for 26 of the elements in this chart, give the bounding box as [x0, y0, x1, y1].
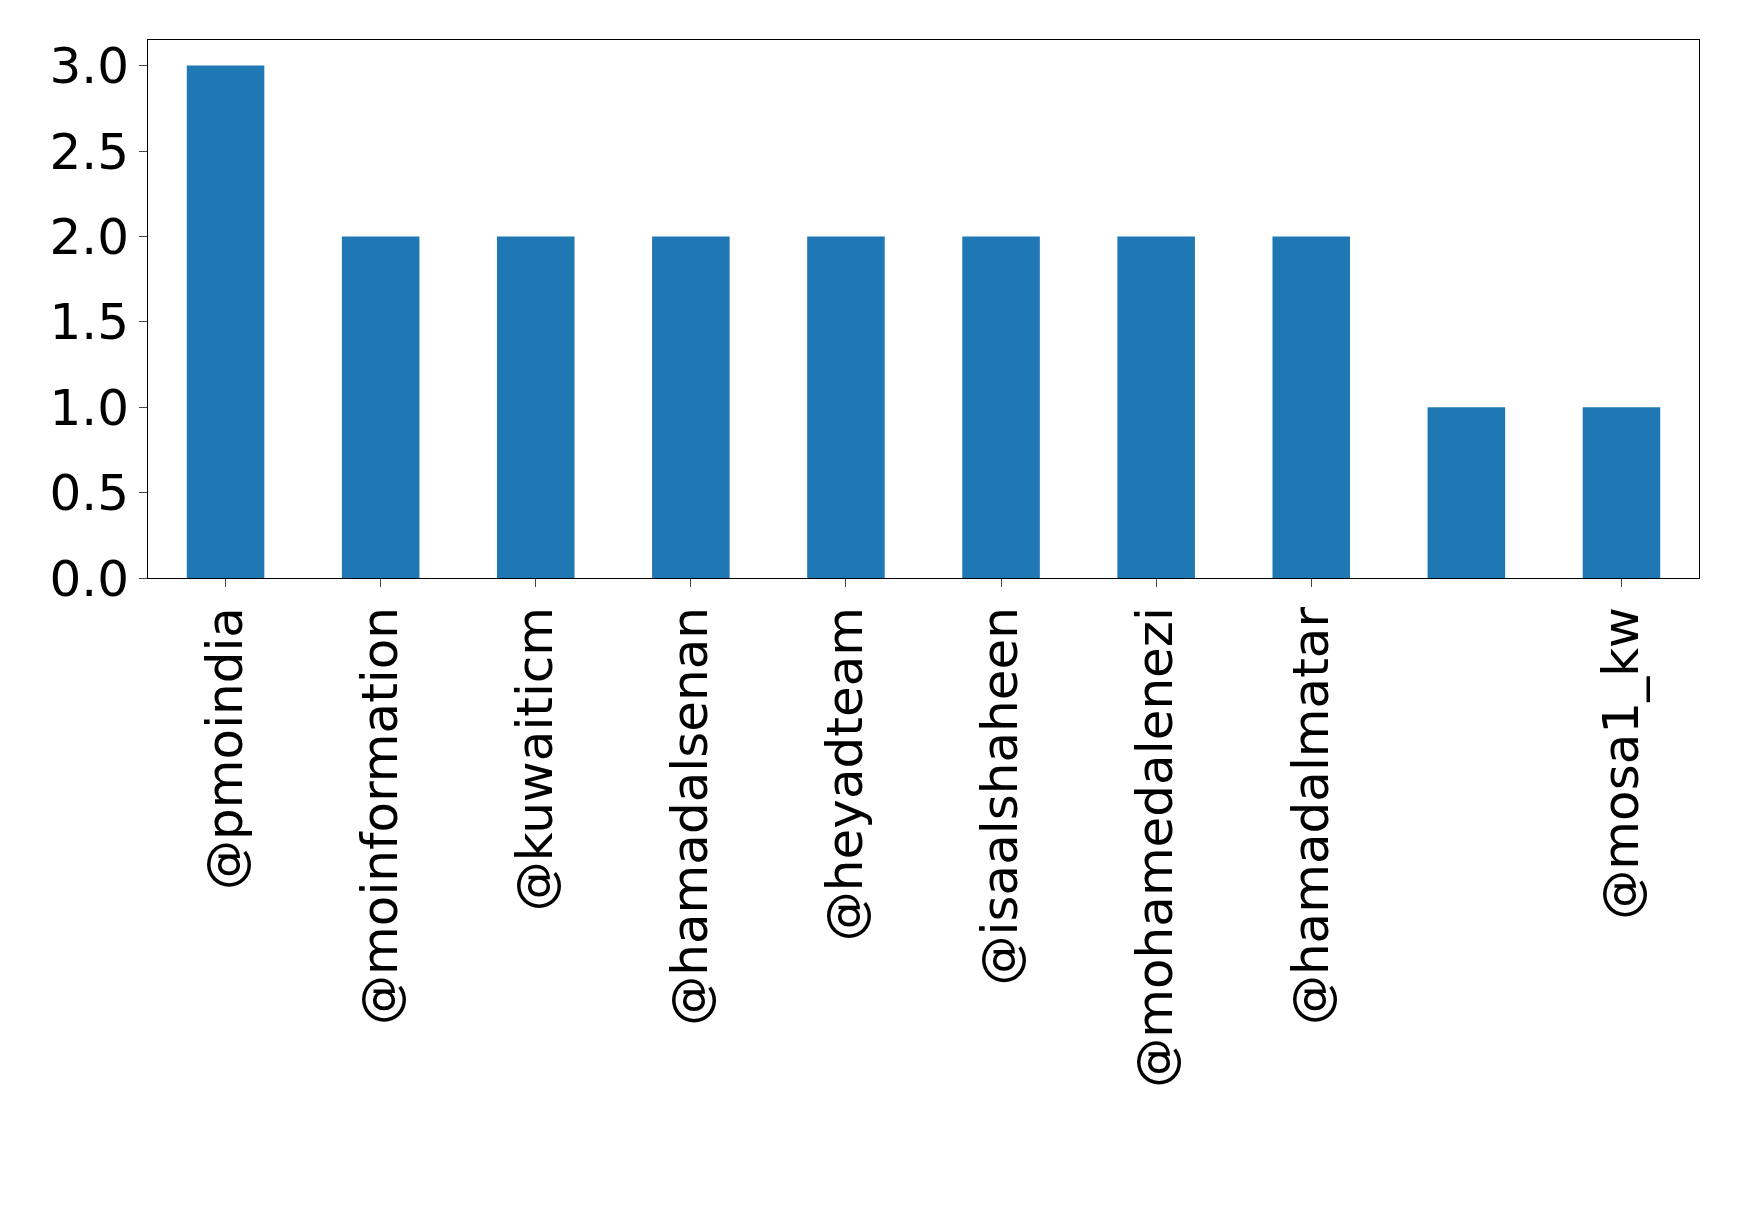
bar — [652, 236, 730, 578]
y-tick-label: 1.0 — [49, 378, 129, 437]
x-tick-label: @hamadalsenan — [661, 607, 720, 1026]
bar — [1117, 236, 1195, 578]
y-tick-label: 1.5 — [49, 293, 129, 352]
bar — [1427, 407, 1506, 578]
bar — [341, 236, 420, 578]
y-tick-label: 0.5 — [49, 464, 129, 523]
y-tick-label: 2.0 — [49, 207, 129, 266]
x-tick-label: @heyadteam — [816, 607, 875, 942]
bar — [1582, 407, 1661, 578]
x-tick-label: @isaalshaheen — [971, 607, 1030, 986]
y-tick-label: 0.0 — [49, 549, 129, 608]
bar — [496, 236, 575, 578]
bar — [807, 236, 885, 578]
x-tick-label: @mosa1_kw — [1591, 607, 1650, 920]
y-tick-label: 3.0 — [49, 37, 129, 96]
y-tick-label: 2.5 — [49, 122, 129, 181]
bar — [186, 65, 265, 578]
x-tick-label: @mohamedalenezi — [1126, 607, 1185, 1088]
bar — [962, 236, 1040, 578]
x-tick-label: @hamadalmatar — [1281, 606, 1340, 1026]
bar — [1272, 236, 1351, 578]
x-tick-label: @pmoindia — [195, 607, 254, 890]
x-tick-label: @moinformation — [350, 607, 409, 1025]
x-tick-label: @kuwaiticm — [506, 607, 564, 912]
